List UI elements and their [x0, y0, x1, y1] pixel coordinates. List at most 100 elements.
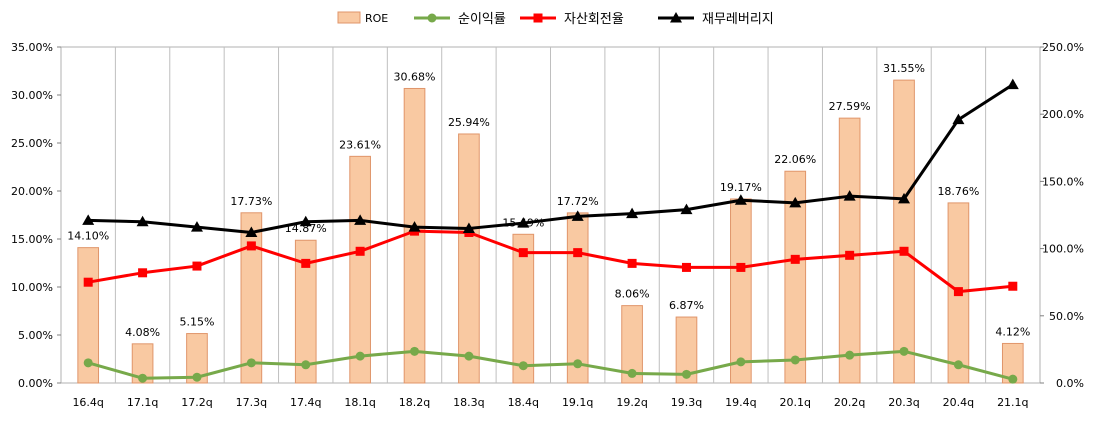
series-marker [627, 368, 637, 378]
roe-bar [730, 198, 752, 384]
series-marker [192, 261, 202, 271]
right-axis-tick-label: 200.0% [1042, 108, 1084, 121]
series-marker [845, 250, 855, 260]
right-axis-tick-label: 150.0% [1042, 175, 1084, 188]
series-line [87, 349, 1014, 381]
roe-data-label: 17.73% [230, 195, 272, 208]
x-tick-label: 18.3q [453, 396, 484, 409]
roe-data-label: 5.15% [179, 316, 214, 329]
series-marker [899, 246, 909, 256]
series-marker [573, 359, 583, 369]
series-marker [736, 357, 746, 367]
x-tick-label: 18.1q [344, 396, 375, 409]
roe-data-label: 4.12% [995, 325, 1030, 338]
roe-data-label: 15.49% [502, 216, 544, 229]
series-marker [953, 287, 963, 297]
series-marker [845, 350, 855, 360]
series-marker [408, 221, 421, 232]
x-tick-label: 17.1q [127, 396, 158, 409]
roe-data-label: 30.68% [394, 70, 436, 83]
series-marker [462, 222, 475, 233]
roe-bar [186, 333, 208, 384]
roe-bar [349, 155, 371, 384]
x-tick-label: 19.2q [616, 396, 647, 409]
series-marker [734, 194, 747, 205]
series-marker [192, 372, 202, 382]
series-marker [518, 248, 528, 258]
series-marker [138, 268, 148, 278]
x-tick-label: 20.4q [943, 396, 974, 409]
roe-bar [838, 117, 861, 384]
roe-bar [566, 212, 589, 384]
left-axis-tick-label: 35.00% [11, 41, 53, 54]
left-axis-tick-label: 20.00% [11, 185, 53, 198]
series-marker [1008, 374, 1018, 384]
series-marker [680, 203, 693, 215]
series-marker [952, 113, 965, 125]
roe-data-label: 22.06% [774, 153, 816, 166]
x-tick-label: 20.3q [888, 396, 919, 409]
roe-bar [893, 79, 915, 384]
series-marker [245, 226, 258, 237]
roe-bar [621, 305, 643, 384]
series-marker [138, 373, 148, 383]
left-axis-tick-label: 10.00% [11, 281, 53, 294]
roe-bar [512, 233, 535, 384]
left-axis-tick-label: 30.00% [11, 89, 53, 102]
roe-bar [458, 133, 480, 384]
right-axis-tick-label: 0.0% [1056, 377, 1084, 390]
series-marker [898, 192, 911, 204]
x-tick-label: 16.4q [72, 396, 103, 409]
series-marker [790, 254, 800, 264]
legend-marker [427, 13, 437, 23]
series-marker [571, 210, 584, 221]
series-marker [301, 258, 311, 268]
x-tick-label: 19.3q [671, 396, 702, 409]
series-marker [626, 207, 639, 219]
roe-data-label: 14.87% [285, 222, 327, 235]
roe-bar [784, 170, 807, 384]
x-tick-label: 17.3q [236, 396, 267, 409]
series-marker [354, 214, 367, 225]
legend-label: 자산회전율 [564, 12, 624, 27]
roe-data-label: 25.94% [448, 116, 490, 129]
series-marker [681, 369, 691, 379]
right-axis-tick-label: 50.0% [1049, 310, 1084, 323]
x-tick-label: 20.2q [834, 396, 865, 409]
left-axis-tick-label: 5.00% [18, 329, 53, 342]
x-tick-label: 19.4q [725, 396, 756, 409]
right-axis-tick-label: 250.0% [1042, 41, 1084, 54]
x-tick-label: 18.2q [399, 396, 430, 409]
x-tick-label: 19.1q [562, 396, 593, 409]
series-marker [789, 196, 802, 208]
series-marker [83, 277, 93, 287]
roe-data-label: 31.55% [883, 62, 925, 75]
legend-label: 재무레버리지 [702, 12, 774, 27]
right-axis-tick-label: 100.0% [1042, 243, 1084, 256]
series-marker [517, 217, 530, 228]
series-marker [1008, 281, 1018, 291]
roe-data-label: 23.61% [339, 138, 381, 151]
roe-bar [240, 212, 263, 384]
roe-bar [294, 239, 317, 384]
series-marker [681, 262, 691, 272]
x-tick-label: 17.4q [290, 396, 321, 409]
roe-bar [131, 343, 154, 384]
roe-data-label: 27.59% [829, 100, 871, 113]
x-tick-label: 17.2q [181, 396, 212, 409]
series-marker [1006, 78, 1019, 90]
series-marker [246, 358, 256, 368]
roe-data-label: 6.87% [669, 299, 704, 312]
series-marker [899, 346, 909, 356]
series-marker [136, 215, 149, 227]
legend-label: 순이익률 [458, 12, 506, 27]
roe-data-label: 17.72% [557, 195, 599, 208]
roe-bar [403, 87, 426, 384]
legend-swatch [337, 11, 361, 24]
series-marker [410, 346, 420, 356]
series-marker [790, 355, 800, 365]
roe-data-label: 4.08% [125, 326, 160, 339]
series-marker [736, 262, 746, 272]
series-marker [83, 358, 93, 368]
